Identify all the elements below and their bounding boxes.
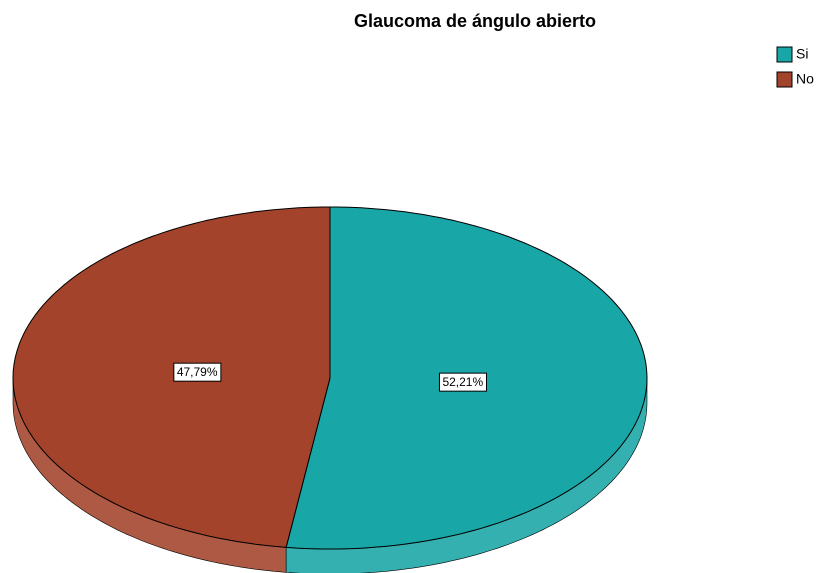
legend-label: Si <box>796 46 808 62</box>
data-label-group: 52,21% <box>438 372 487 392</box>
legend-label: No <box>796 71 814 87</box>
legend-swatch <box>776 71 793 88</box>
data-label-group: 47,79% <box>173 362 222 382</box>
data-label: 52,21% <box>442 375 483 389</box>
data-label: 47,79% <box>177 365 218 379</box>
chart-title: Glaucoma de ángulo abierto <box>354 11 596 31</box>
slice <box>12 206 331 548</box>
slice-side <box>13 378 287 573</box>
data-label-box <box>173 362 222 382</box>
data-label-box <box>438 372 487 392</box>
slice-side <box>286 378 647 573</box>
legend-swatch <box>776 46 793 63</box>
